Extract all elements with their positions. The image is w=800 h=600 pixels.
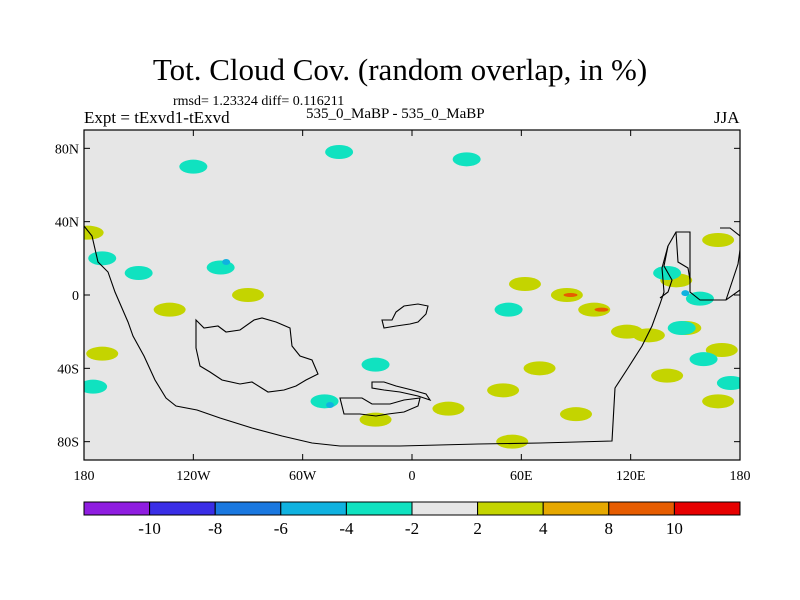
colorbar-box-1 xyxy=(149,501,216,516)
colorbar-label-8: 10 xyxy=(666,519,683,538)
colorbar-box-7 xyxy=(542,501,610,516)
axis-tick-labels: 180 120W 60W 0 60E 120E 180 80N 40N 0 40S 80S xyxy=(55,142,751,484)
map-background xyxy=(84,130,740,460)
anomaly-patch-29 xyxy=(685,291,714,306)
anomaly-patch-38 xyxy=(716,376,740,390)
colorbar-box-4 xyxy=(345,501,413,516)
anomaly-patch-35 xyxy=(632,328,665,343)
anomaly-patch-37 xyxy=(689,352,718,367)
coastline-interior xyxy=(195,317,319,393)
x-tick-label-5: 120E xyxy=(616,469,646,484)
stats-label: rmsd= 1.23324 diff= 0.116211 xyxy=(173,94,345,109)
colorbar-label-2: -6 xyxy=(274,519,288,538)
anomaly-patch-30 xyxy=(681,290,690,297)
anomaly-patch-22 xyxy=(508,277,541,291)
colorbar-box-5 xyxy=(411,501,479,516)
colorbar xyxy=(83,501,741,516)
anomaly-patch-19 xyxy=(560,407,592,422)
coastline-main xyxy=(84,225,740,447)
anomaly-patch-7 xyxy=(222,259,231,265)
colorbar-label-1: -8 xyxy=(208,519,222,538)
colorbar-box-2 xyxy=(214,501,282,516)
x-tick-label-3: 0 xyxy=(409,469,416,484)
anomaly-patch-5 xyxy=(124,266,153,280)
anomaly-patches xyxy=(84,145,740,449)
chart-title: Tot. Cloud Cov. (random overlap, in %) xyxy=(152,52,648,87)
anomaly-patch-25 xyxy=(578,302,611,317)
anomaly-patch-14 xyxy=(361,357,390,372)
anomaly-patch-40 xyxy=(651,368,684,383)
y-tick-label-4: 80S xyxy=(57,436,79,451)
x-tick-label-1: 120W xyxy=(176,469,211,484)
colorbar-label-6: 4 xyxy=(539,519,548,538)
anomaly-patch-8 xyxy=(232,288,264,302)
coastline-east xyxy=(659,227,740,301)
anomaly-patch-9 xyxy=(153,302,186,317)
x-tick-label-0: 180 xyxy=(74,469,95,484)
anomaly-patch-33 xyxy=(653,266,682,280)
colorbar-label-0: -10 xyxy=(138,519,161,538)
coastline-island xyxy=(381,303,429,329)
anomaly-patch-0 xyxy=(325,145,354,159)
experiment-label: Expt = tExvd1-tExvd xyxy=(84,108,230,127)
colorbar-box-0 xyxy=(83,501,151,516)
anomaly-patch-4 xyxy=(88,251,117,266)
anomaly-patch-18 xyxy=(496,434,529,449)
colorbar-label-4: -2 xyxy=(405,519,419,538)
anomaly-patch-11 xyxy=(84,379,108,394)
anomaly-patch-6 xyxy=(206,260,235,275)
anomaly-patch-21 xyxy=(494,302,523,317)
x-tick-label-2: 60W xyxy=(289,469,317,484)
anomaly-patch-17 xyxy=(487,383,520,398)
colorbar-labels: -10 -8 -6 -4 -2 2 4 8 10 xyxy=(138,519,683,538)
anomaly-patch-16 xyxy=(432,401,465,416)
coastline xyxy=(84,225,740,447)
case-label: 535_0_MaBP - 535_0_MaBP xyxy=(306,106,485,122)
season-label: JJA xyxy=(714,108,740,127)
anomaly-patch-1 xyxy=(452,152,481,167)
anomaly-patch-26 xyxy=(594,307,609,312)
colorbar-label-3: -4 xyxy=(339,519,354,538)
colorbar-box-6 xyxy=(477,501,544,516)
anomaly-patch-3 xyxy=(84,225,104,240)
anomaly-patch-34 xyxy=(667,321,696,335)
y-tick-label-0: 80N xyxy=(55,142,79,157)
anomaly-patch-36 xyxy=(705,343,738,357)
colorbar-label-5: 2 xyxy=(473,519,482,538)
anomaly-patch-15 xyxy=(359,412,392,427)
anomaly-patch-12 xyxy=(310,394,339,409)
colorbar-box-9 xyxy=(673,501,741,516)
colorbar-label-7: 8 xyxy=(605,519,614,538)
coastline-bay xyxy=(371,381,432,402)
axis-ticks xyxy=(83,130,741,460)
anomaly-patch-39 xyxy=(702,394,735,409)
colorbar-box-3 xyxy=(280,501,347,516)
anomaly-patch-2 xyxy=(179,159,208,174)
x-tick-label-6: 180 xyxy=(730,469,751,484)
anomaly-patch-20 xyxy=(523,361,556,376)
colorbar-box-8 xyxy=(608,501,675,516)
coastline-basin xyxy=(339,397,421,417)
y-tick-label-1: 40N xyxy=(55,216,79,231)
x-tick-label-4: 60E xyxy=(510,469,533,484)
anomaly-patch-10 xyxy=(86,346,119,361)
anomaly-patch-24 xyxy=(563,293,578,297)
anomaly-patch-32 xyxy=(702,233,735,247)
y-tick-label-2: 0 xyxy=(72,289,79,304)
anomaly-patch-13 xyxy=(326,402,334,408)
y-tick-label-3: 40S xyxy=(57,362,79,377)
